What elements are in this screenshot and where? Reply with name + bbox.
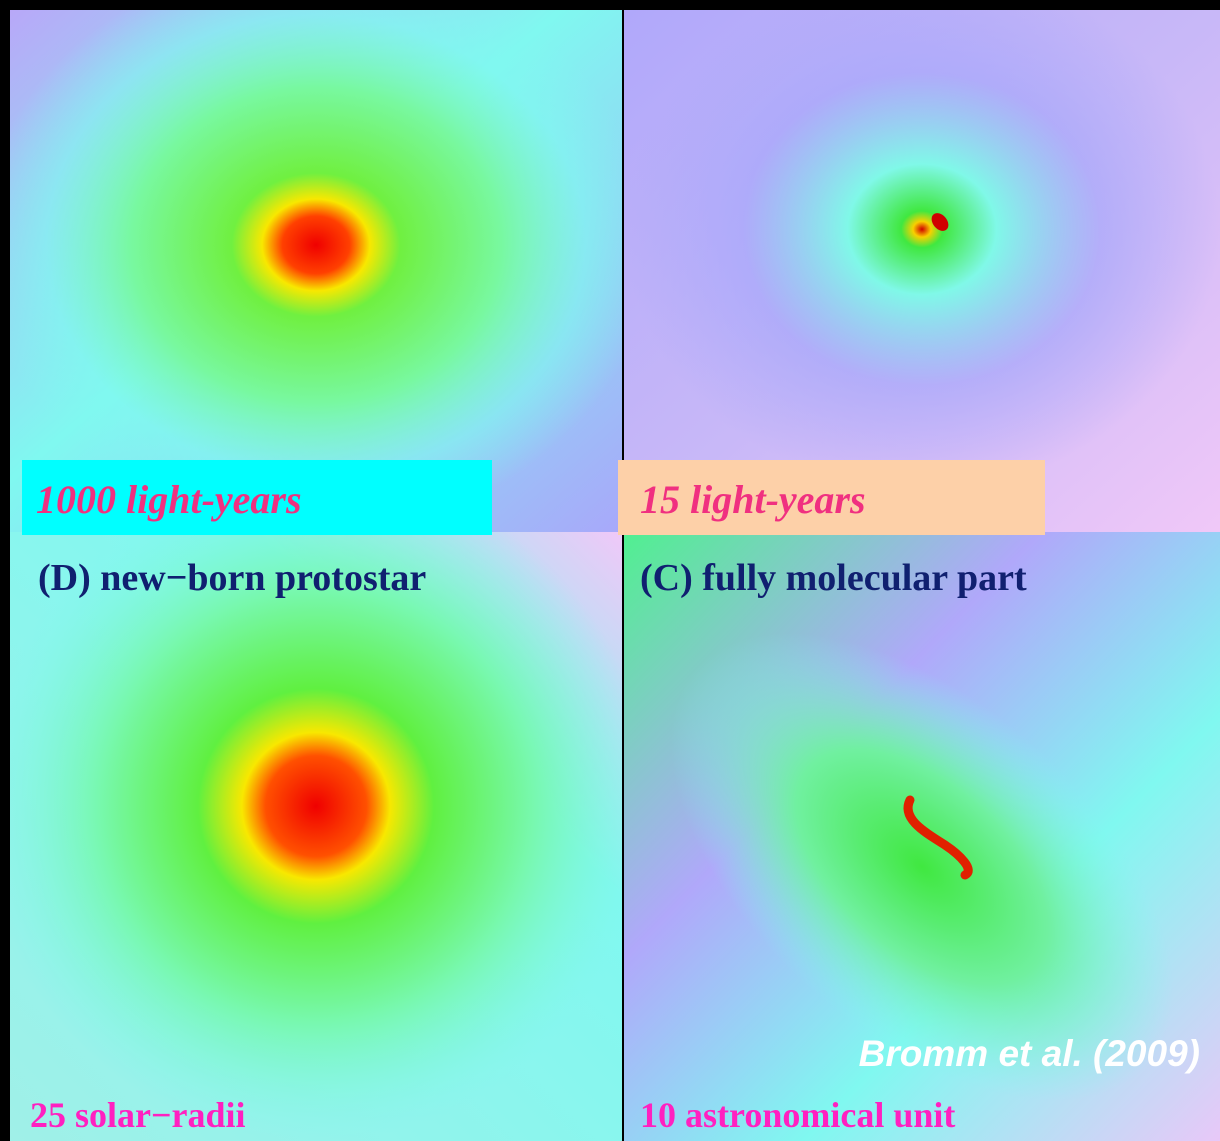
density-map — [624, 10, 1220, 532]
density-map — [624, 532, 1220, 1141]
density-map — [10, 10, 622, 532]
core — [931, 213, 949, 231]
protostar-arms — [903, 795, 973, 880]
scale-label: 25 solar−radii — [30, 1095, 246, 1135]
scale-label: 1000 light-years — [36, 477, 302, 522]
credit: Bromm et al. (2009) — [859, 1033, 1200, 1074]
panel-title: (D) new−born protostar — [38, 557, 426, 599]
density-map — [10, 532, 622, 1141]
scale-box — [618, 460, 1045, 535]
scale-box — [22, 460, 492, 535]
panel-title: (C) fully molecular part — [640, 557, 1027, 599]
scale-label: 15 light-years — [640, 477, 866, 522]
scale-label: 10 astronomical unit — [640, 1095, 955, 1135]
